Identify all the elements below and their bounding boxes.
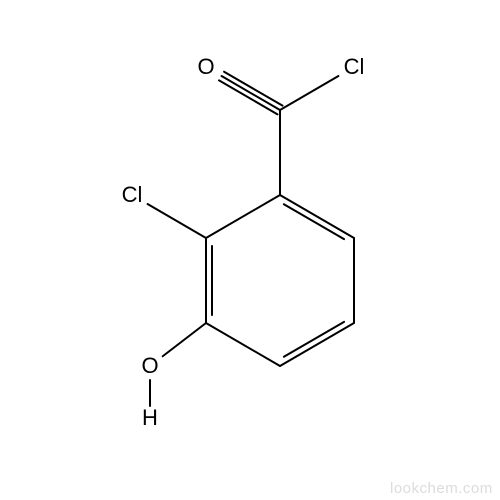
atom-o: O bbox=[197, 56, 214, 78]
atom-o: O bbox=[141, 355, 158, 377]
atom-h: H bbox=[142, 407, 158, 429]
atom-cl: Cl bbox=[344, 56, 365, 78]
bond-layer bbox=[0, 0, 500, 500]
atom-cl: Cl bbox=[122, 184, 143, 206]
watermark: lookchem.com bbox=[390, 480, 493, 497]
molecule-canvas: O Cl Cl O H lookchem.com bbox=[0, 0, 500, 500]
